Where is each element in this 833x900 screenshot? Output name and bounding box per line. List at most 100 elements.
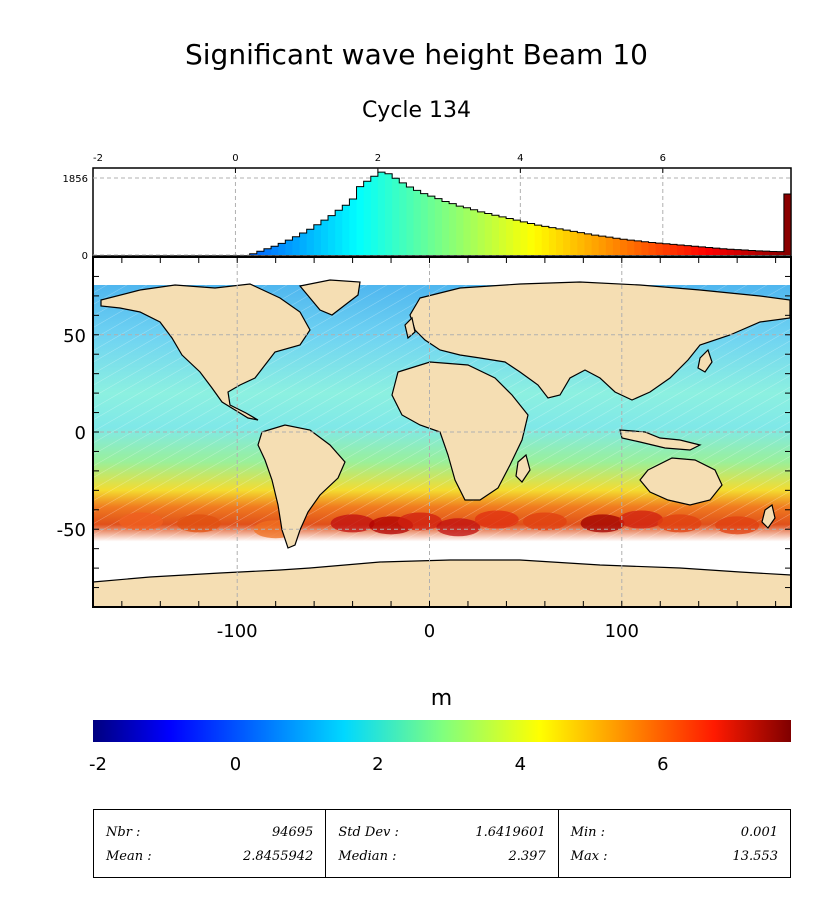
- histogram-bar: [491, 215, 500, 255]
- histogram-outline: [249, 171, 792, 255]
- south-america: [257, 424, 346, 549]
- map-x-tick-label: 0: [424, 621, 435, 642]
- histogram-bar: [427, 196, 436, 255]
- histogram-bar: [698, 246, 707, 255]
- stat-label: Max :: [570, 848, 608, 864]
- histogram-bar: [783, 194, 792, 255]
- wave-hotspot: [119, 512, 164, 531]
- chart-title: Significant wave height Beam 10: [185, 38, 648, 71]
- stat-label: Mean :: [106, 848, 152, 864]
- colorbar-label: m: [430, 686, 453, 711]
- histogram-bar: [734, 249, 742, 255]
- greenland: [298, 279, 361, 316]
- antarctica: [93, 559, 791, 607]
- histogram-bar: [563, 230, 571, 255]
- histogram-bar: [256, 251, 265, 255]
- histogram-bar: [655, 243, 664, 255]
- histogram-bar: [449, 203, 457, 255]
- histogram-bar: [591, 235, 600, 255]
- histogram-bar: [271, 246, 279, 255]
- stat-value: 13.553: [732, 848, 778, 864]
- histogram-bar: [420, 193, 429, 255]
- wave-hotspot: [657, 514, 702, 533]
- histogram-bar: [776, 251, 785, 255]
- histogram-bar: [548, 227, 557, 255]
- histogram-bar: [463, 207, 471, 255]
- histogram-bar: [570, 231, 578, 255]
- map-y-tick-label: 0: [75, 423, 86, 444]
- stats-cell-3: Min : 0.001 Max : 13.553: [559, 810, 790, 877]
- histogram-bar: [577, 232, 585, 255]
- histogram-x-tick-label: 2: [375, 153, 381, 164]
- histogram-bar: [520, 221, 528, 255]
- histogram-bar: [506, 218, 514, 255]
- histogram-x-tick-label: 0: [232, 153, 238, 164]
- histogram-x-tick-label: 4: [517, 153, 523, 164]
- histogram-bar: [278, 243, 286, 255]
- stats-cell-1: Nbr : 94695 Mean : 2.8455942: [94, 810, 327, 877]
- wave-hotspot: [619, 510, 664, 529]
- histogram-bar: [648, 242, 657, 255]
- histogram-bar: [605, 237, 614, 255]
- colorbar-tick-label: 4: [515, 754, 526, 775]
- histogram-bar: [748, 250, 756, 255]
- histogram-bar: [263, 248, 272, 255]
- stat-value: 2.8455942: [243, 848, 314, 864]
- histogram-bar: [662, 243, 671, 255]
- histogram-ticks: -2 0 2 4 6 0 1856: [63, 153, 666, 262]
- histogram-y-tick-label: 1856: [63, 174, 88, 185]
- north-america: [100, 283, 311, 421]
- map-x-tick-label: 100: [605, 621, 639, 642]
- histogram-bar: [356, 186, 365, 255]
- map-y-tick-label: -50: [57, 520, 86, 541]
- new-zealand: [761, 503, 776, 529]
- histogram-bar: [677, 245, 685, 255]
- histogram-x-tick-label: 6: [660, 153, 666, 164]
- wave-hotspot: [397, 512, 442, 531]
- stat-value: 1.6419601: [475, 824, 546, 840]
- eurasia: [409, 281, 791, 401]
- histogram-bar: [719, 248, 728, 255]
- histogram-bar: [612, 238, 621, 255]
- land-masses: [93, 279, 791, 607]
- colorbar-tick-label: -2: [89, 754, 107, 775]
- histogram-bar: [320, 220, 329, 255]
- map-x-tick-label: -100: [217, 621, 258, 642]
- map-grid: [93, 257, 791, 607]
- australia: [639, 457, 723, 506]
- map-panel: -100 0 100 50 0 -50: [57, 256, 792, 642]
- histogram-bar: [377, 172, 386, 255]
- japan: [697, 348, 713, 373]
- histogram-bar: [620, 239, 628, 255]
- histogram-x-tick-label: -2: [93, 153, 103, 164]
- histogram-bar: [712, 248, 721, 255]
- histogram-bar: [691, 246, 699, 255]
- histogram-bar: [456, 206, 464, 255]
- histogram-bar: [484, 213, 493, 255]
- histogram-bar: [755, 250, 764, 255]
- histogram-bar: [684, 245, 692, 255]
- wave-hotspot: [330, 514, 375, 533]
- stat-label: Median :: [338, 848, 397, 864]
- southern-ocean-hotspots: [119, 510, 760, 539]
- stat-value: 94695: [271, 824, 314, 840]
- colorbar-tick-label: 0: [230, 754, 241, 775]
- wave-hotspot: [474, 510, 519, 529]
- histogram-bar: [442, 201, 450, 255]
- histogram-bar: [335, 210, 343, 255]
- histogram-bar: [328, 215, 336, 255]
- histogram-bar: [741, 250, 749, 255]
- histogram-bar: [385, 173, 393, 255]
- histogram-bar: [726, 249, 735, 255]
- histogram-bar: [513, 220, 521, 255]
- stat-value: 2.397: [508, 848, 546, 864]
- stat-label: Std Dev :: [338, 824, 399, 840]
- histogram-bar: [634, 240, 642, 255]
- histogram-bar: [669, 244, 678, 255]
- histogram-bar: [641, 241, 650, 255]
- histogram-bar: [541, 226, 550, 255]
- histogram-bar: [399, 182, 407, 255]
- histogram-bar: [292, 236, 301, 255]
- colorbar: -2 0 2 4 6: [89, 720, 791, 775]
- colorbar-gradient: [93, 720, 791, 742]
